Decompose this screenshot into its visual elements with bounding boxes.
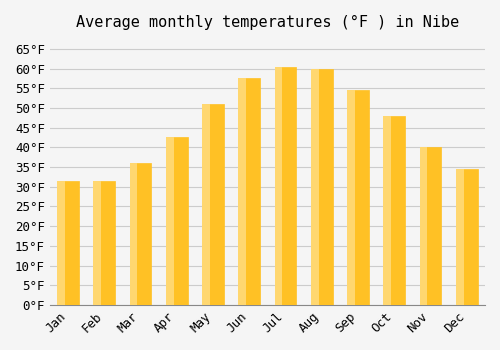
Bar [94,181,101,305]
Bar [384,116,391,305]
Bar [202,104,224,305]
Bar [384,116,405,305]
Bar [456,169,477,305]
Bar [347,90,355,305]
Bar [57,181,64,305]
Bar [238,78,246,305]
Bar [202,104,210,305]
Bar [311,69,318,305]
Bar [130,163,138,305]
Bar [130,163,152,305]
Bar [456,169,464,305]
Bar [238,78,260,305]
Bar [57,181,79,305]
Bar [347,90,369,305]
Bar [166,138,188,305]
Bar [274,66,296,305]
Bar [311,69,332,305]
Bar [166,138,173,305]
Bar [274,66,282,305]
Bar [420,147,428,305]
Title: Average monthly temperatures (°F ) in Nibe: Average monthly temperatures (°F ) in Ni… [76,15,459,30]
Bar [94,181,115,305]
Bar [420,147,442,305]
